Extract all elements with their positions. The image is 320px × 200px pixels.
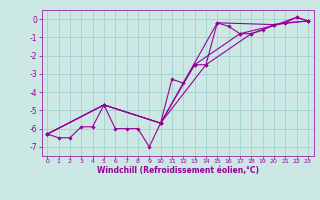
X-axis label: Windchill (Refroidissement éolien,°C): Windchill (Refroidissement éolien,°C) [97, 166, 259, 175]
